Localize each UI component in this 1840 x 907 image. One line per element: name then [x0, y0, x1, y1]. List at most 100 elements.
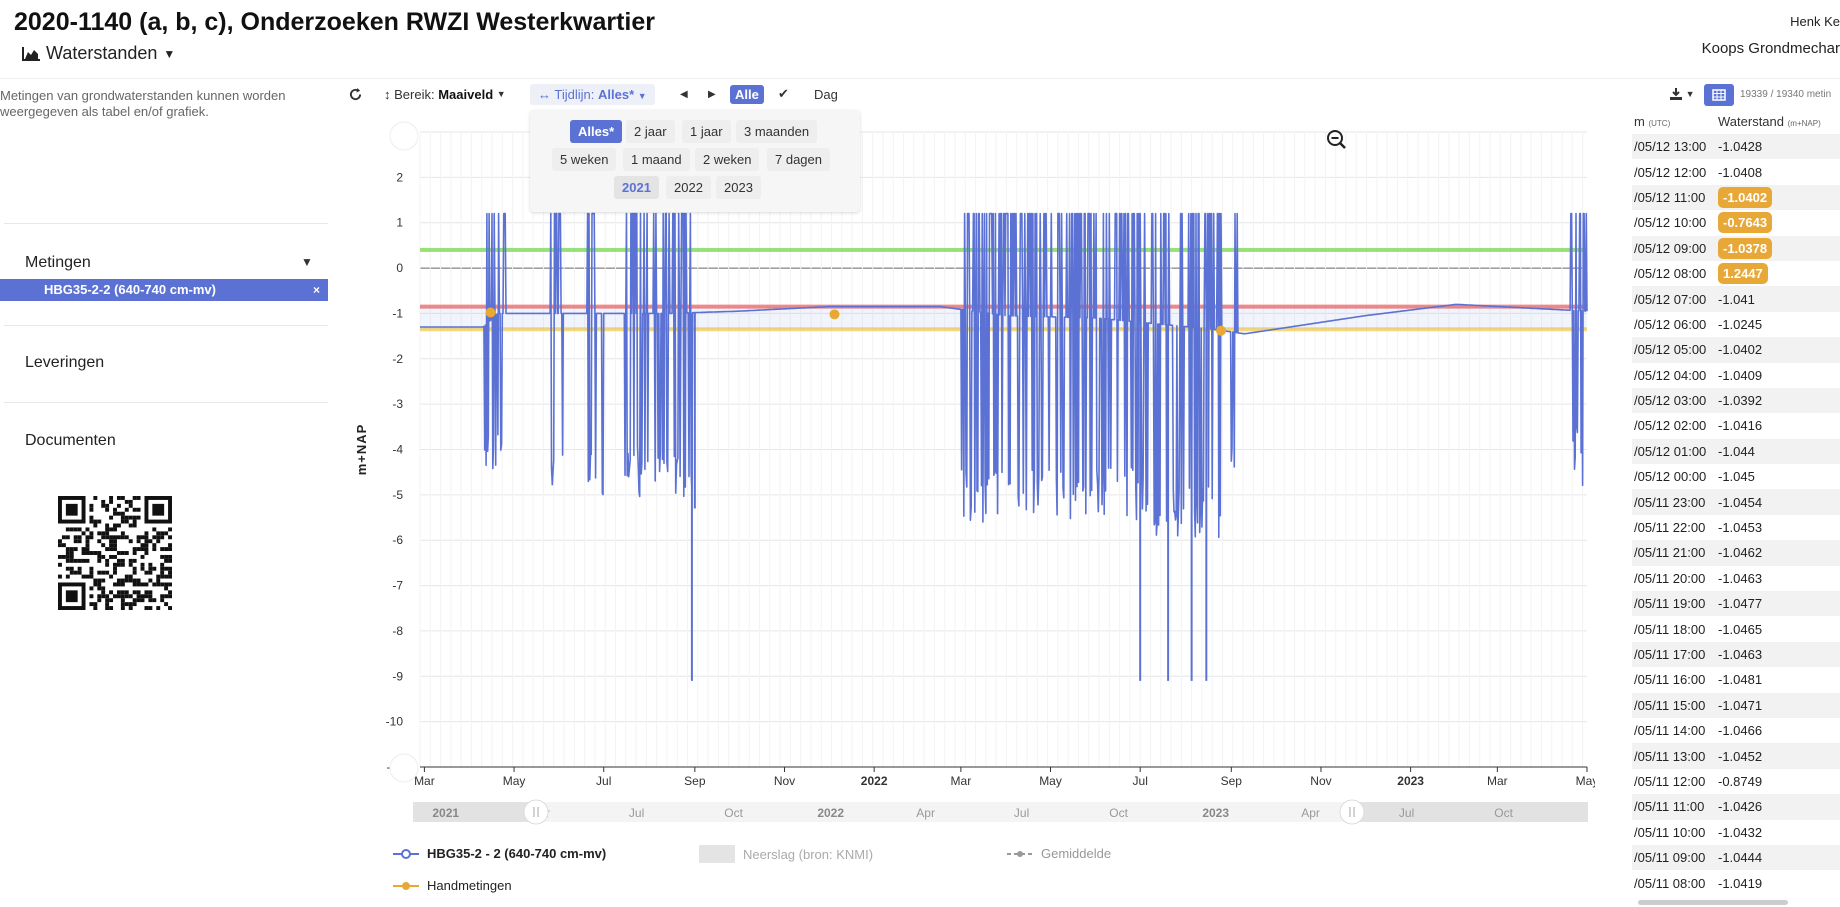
range-option-2021[interactable]: 2021: [614, 176, 659, 199]
table-row[interactable]: /05/11 20:00 -1.0463: [1632, 566, 1840, 591]
table-row[interactable]: /05/11 16:00 -1.0481: [1632, 667, 1840, 692]
row-time: /05/11 13:00: [1634, 748, 1706, 764]
handmeting-point[interactable]: [485, 307, 496, 318]
navigator-label: Oct: [1109, 806, 1128, 820]
range-option-alles[interactable]: Alles*: [570, 120, 623, 143]
dashed-line-icon: [1007, 850, 1033, 857]
row-time: /05/11 14:00: [1634, 723, 1706, 739]
table-row[interactable]: /05/11 13:00 -1.0452: [1632, 743, 1840, 769]
table-row[interactable]: /05/11 14:00 -1.0466: [1632, 718, 1840, 743]
table-row[interactable]: /05/11 23:00 -1.0454: [1632, 489, 1840, 515]
table-row[interactable]: /05/11 21:00 -1.0462: [1632, 540, 1840, 566]
legend-handmetingen[interactable]: Handmetingen: [393, 878, 512, 893]
table-row[interactable]: /05/11 15:00 -1.0471: [1632, 692, 1840, 718]
table-row[interactable]: /05/12 09:00 -1.0378: [1632, 235, 1840, 261]
legend-neerslag-label: Neerslag (bron: KNMI): [743, 846, 874, 862]
row-value: -1.0408: [1718, 164, 1763, 180]
table-row[interactable]: /05/12 06:00 -1.0245: [1632, 312, 1840, 337]
navigator-handle[interactable]: [1339, 799, 1365, 825]
waterstand-chart[interactable]: 3210-1-2-3-4-5-6-7-8-9-10-11m+NAPMarMayJ…: [340, 112, 1595, 842]
table-row[interactable]: /05/12 03:00 -1.0392: [1632, 387, 1840, 414]
table-row[interactable]: /05/11 18:00 -1.0465: [1632, 616, 1840, 641]
range-option-2-weken[interactable]: 2 weken: [695, 148, 760, 171]
legend-series[interactable]: HBG35-2 - 2 (640-740 cm-mv): [393, 846, 606, 861]
tijdlijn-label: Tijdlijn:: [554, 86, 595, 102]
row-value: -1.0416: [1718, 418, 1763, 434]
table-row[interactable]: /05/12 11:00 -1.0402: [1632, 184, 1840, 211]
refresh-icon[interactable]: [349, 82, 362, 106]
row-value-cell: -1.0444: [1718, 850, 1838, 865]
table-row[interactable]: /05/11 10:00 -1.0432: [1632, 820, 1840, 845]
range-option-1-jaar[interactable]: 1 jaar: [682, 120, 731, 143]
corner-handle[interactable]: [389, 121, 419, 151]
legend-gemiddelde[interactable]: Gemiddelde: [1007, 846, 1111, 861]
table-row[interactable]: /05/12 13:00 -1.0428: [1632, 134, 1840, 160]
row-time: /05/11 08:00: [1634, 875, 1706, 891]
x-tick-label: May: [1039, 774, 1062, 788]
table-row[interactable]: /05/11 11:00 -1.0426: [1632, 794, 1840, 820]
table-row[interactable]: /05/12 02:00 -1.0416: [1632, 413, 1840, 438]
series-line[interactable]: [419, 212, 1588, 539]
table-row[interactable]: /05/12 04:00 -1.0409: [1632, 363, 1840, 388]
table-row[interactable]: /05/11 17:00 -1.0463: [1632, 641, 1840, 668]
range-option-2022[interactable]: 2022: [666, 176, 711, 199]
sidebar-item-measurement[interactable]: HBG35-2-2 (640-740 cm-mv) ×: [0, 279, 328, 301]
download-icon[interactable]: ▼: [1670, 82, 1695, 106]
table-row[interactable]: /05/12 12:00 -1.0408: [1632, 159, 1840, 184]
row-value-cell: -1.0463: [1718, 571, 1838, 586]
user-name[interactable]: Henk Ke: [1790, 14, 1840, 29]
close-icon[interactable]: ×: [312, 283, 320, 297]
range-option-2023[interactable]: 2023: [716, 176, 761, 199]
zoom-out-icon[interactable]: [1327, 130, 1346, 149]
range-option-3-maanden[interactable]: 3 maanden: [736, 120, 818, 143]
handmeting-point[interactable]: [829, 309, 840, 320]
corner-handle[interactable]: [389, 753, 419, 783]
row-value-cell: -1.0477: [1718, 596, 1838, 611]
table-row[interactable]: /05/11 08:00 -1.0419: [1632, 870, 1840, 895]
table-row[interactable]: /05/12 01:00 -1.044: [1632, 438, 1840, 465]
row-value: -1.045: [1718, 469, 1755, 485]
row-value: -1.0466: [1718, 723, 1763, 739]
table-row[interactable]: /05/12 10:00 -0.7643: [1632, 210, 1840, 235]
dag-button[interactable]: Dag: [814, 86, 838, 102]
view-dropdown[interactable]: Waterstanden ▼: [22, 43, 175, 64]
y-tick-label: -1: [392, 306, 403, 320]
range-option-2-jaar[interactable]: 2 jaar: [626, 120, 675, 143]
table-scrollbar[interactable]: [1638, 900, 1788, 905]
table-row[interactable]: /05/11 12:00 -0.8749: [1632, 769, 1840, 794]
time-column-header[interactable]: m (UTC): [1632, 114, 1718, 129]
row-value-cell: -1.0471: [1718, 698, 1838, 713]
table-row[interactable]: /05/12 00:00 -1.045: [1632, 464, 1840, 489]
navigator-handle[interactable]: [523, 799, 549, 825]
sidebar-leveringen[interactable]: Leveringen: [25, 354, 105, 371]
caret-down-icon[interactable]: ▼: [301, 255, 313, 269]
handmeting-point[interactable]: [1216, 325, 1227, 336]
sidebar-documenten[interactable]: Documenten: [25, 432, 116, 449]
row-value: -1.0402: [1718, 342, 1763, 358]
range-option-1-maand[interactable]: 1 maand: [623, 148, 690, 171]
table-row[interactable]: /05/12 05:00 -1.0402: [1632, 337, 1840, 363]
legend-neerslag[interactable]: Neerslag (bron: KNMI): [699, 845, 873, 863]
table-view-button[interactable]: [1704, 84, 1734, 106]
row-time: /05/11 09:00: [1634, 850, 1706, 866]
range-option-5-weken[interactable]: 5 weken: [552, 148, 617, 171]
navigator-label: 2023: [1202, 806, 1229, 820]
table-row[interactable]: /05/12 07:00 -1.041: [1632, 286, 1840, 312]
navigator[interactable]: [413, 802, 1588, 822]
row-time: /05/11 18:00: [1634, 621, 1706, 637]
range-option-7-dagen[interactable]: 7 dagen: [767, 148, 830, 171]
previous-icon[interactable]: ◀: [680, 88, 688, 100]
table-row[interactable]: /05/11 22:00 -1.0453: [1632, 515, 1840, 540]
next-icon[interactable]: ▶: [708, 88, 716, 100]
row-time: /05/12 12:00: [1634, 164, 1707, 180]
bereik-dropdown[interactable]: ↕ Bereik: Maaiveld ▼: [384, 82, 506, 106]
table-row[interactable]: /05/11 19:00 -1.0477: [1632, 591, 1840, 617]
alle-button[interactable]: Alle: [730, 82, 764, 106]
check-icon[interactable]: ✔: [778, 86, 789, 101]
table-row[interactable]: /05/12 08:00 1.2447: [1632, 261, 1840, 286]
area-chart-icon: [22, 46, 40, 61]
sidebar-metingen[interactable]: Metingen: [25, 254, 91, 271]
tijdlijn-dropdown[interactable]: ↔ Tijdlijn: Alles* ▼: [530, 82, 655, 106]
table-row[interactable]: /05/11 09:00 -1.0444: [1632, 844, 1840, 871]
value-column-header[interactable]: Waterstand (m+NAP): [1718, 114, 1838, 129]
